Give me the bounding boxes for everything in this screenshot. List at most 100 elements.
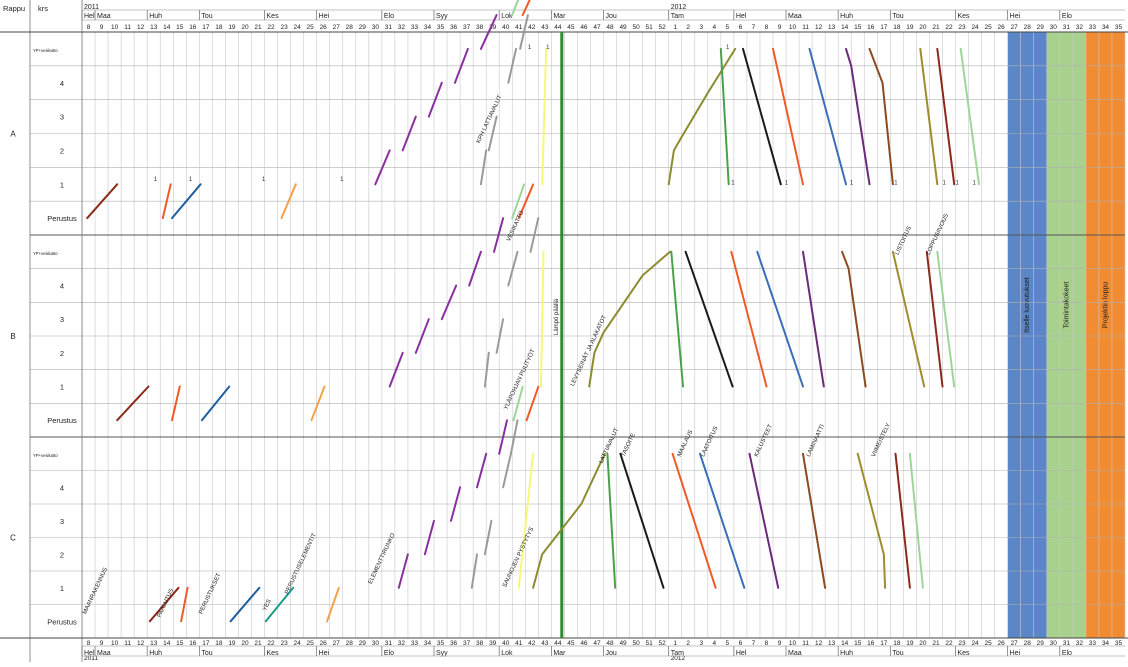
week-label: 22: [267, 24, 275, 31]
week-label-footer: 48: [606, 640, 614, 647]
week-label-footer: 14: [841, 640, 849, 647]
week-label: 29: [359, 24, 367, 31]
series-segment: [808, 47, 847, 186]
week-label: 35: [1115, 24, 1123, 31]
week-label-footer: 12: [815, 640, 823, 647]
floor-label: 2: [60, 349, 64, 358]
series-segment: [748, 452, 780, 589]
series-segment: [772, 47, 804, 186]
month-label-footer: Lok: [501, 650, 513, 657]
week-label-footer: 24: [971, 640, 979, 647]
series-segment: [756, 250, 804, 388]
week-label-footer: 35: [437, 640, 445, 647]
week-label: 24: [294, 24, 302, 31]
week-label: 41: [515, 24, 523, 31]
series-segment: [841, 250, 867, 388]
series-segment: [116, 385, 150, 422]
floor-label: Perustus: [47, 214, 77, 223]
section-label: C: [10, 534, 16, 543]
series-segment: [502, 452, 512, 489]
floor-label: 4: [60, 79, 64, 88]
series-segment: [519, 14, 529, 50]
week-label: 19: [228, 24, 236, 31]
week-label-footer: 52: [659, 640, 667, 647]
week-label-footer: 16: [189, 640, 197, 647]
month-label-footer: Hei: [319, 650, 330, 657]
week-label-footer: 38: [476, 640, 484, 647]
week-label: 16: [867, 24, 875, 31]
floor-label: 3: [60, 113, 64, 122]
series-segment: [699, 452, 746, 589]
week-label: 35: [437, 24, 445, 31]
floor-marker: 1: [340, 177, 344, 183]
series-segment: [539, 250, 545, 388]
phase-block: [1085, 32, 1125, 638]
series-segment: [517, 183, 535, 220]
week-label-footer: 11: [124, 640, 131, 647]
series-segment: [845, 47, 871, 186]
week-label-footer: 34: [424, 640, 432, 647]
week-label: 30: [1050, 24, 1058, 31]
series-segment: [521, 0, 531, 17]
week-label-footer: 16: [867, 640, 875, 647]
series-segment: [498, 419, 508, 455]
week-label-footer: 18: [215, 640, 223, 647]
month-label: Tou: [892, 13, 903, 20]
floor-label: 1: [60, 584, 64, 593]
series-segment: [450, 486, 462, 522]
series-segment: [894, 452, 911, 589]
week-label-footer: 6: [739, 640, 743, 647]
week-label: 23: [280, 24, 288, 31]
week-label-footer: 1: [673, 640, 677, 647]
series-segment: [511, 183, 525, 220]
floor-label: Perustus: [47, 617, 77, 626]
month-label: Jou: [606, 13, 617, 20]
month-label-footer: Jou: [606, 650, 617, 657]
month-label-footer: Kes: [267, 650, 280, 657]
year-label: 2011: [84, 4, 99, 11]
week-label-footer: 10: [789, 640, 797, 647]
series-segment: [468, 250, 482, 287]
week-label: 21: [932, 24, 940, 31]
week-label: 52: [659, 24, 667, 31]
week-label: 26: [998, 24, 1006, 31]
week-label-footer: 15: [854, 640, 862, 647]
floor-marker: 1: [189, 177, 193, 183]
week-label-footer: 24: [294, 640, 302, 647]
month-label: Hel: [736, 13, 747, 20]
week-label-footer: 44: [554, 640, 562, 647]
month-label: Lok: [501, 13, 513, 20]
week-label: 7: [752, 24, 756, 31]
week-label-footer: 15: [176, 640, 184, 647]
week-label: 28: [346, 24, 354, 31]
week-label: 11: [802, 24, 809, 31]
series-segment: [856, 452, 887, 589]
week-label-footer: 28: [346, 640, 354, 647]
week-label-footer: 32: [398, 640, 406, 647]
month-label-footer: Hel: [736, 650, 747, 657]
week-label-footer: 3: [699, 640, 703, 647]
year-label: 2012: [671, 4, 687, 11]
week-label: 26: [320, 24, 328, 31]
week-label-footer: 28: [1024, 640, 1032, 647]
month-label: Hel: [84, 13, 95, 20]
series-segment: [529, 217, 540, 253]
krs-header: krs: [38, 4, 48, 13]
week-label-footer: 19: [906, 640, 914, 647]
floor-label: 3: [60, 517, 64, 526]
week-label: 25: [307, 24, 315, 31]
week-label: 15: [176, 24, 184, 31]
week-label-footer: 21: [932, 640, 940, 647]
series-segment: [171, 183, 202, 220]
week-label-footer: 31: [385, 640, 393, 647]
series-segment: [509, 419, 519, 455]
week-label-footer: 34: [1102, 640, 1110, 647]
series-segment: [507, 250, 519, 287]
year-label-footer: 2011: [84, 655, 98, 662]
series-segment: [742, 47, 782, 186]
month-label: Elo: [1062, 13, 1072, 20]
week-label: 17: [202, 24, 210, 31]
series-segment: [200, 385, 231, 422]
series-segment: [414, 318, 430, 354]
